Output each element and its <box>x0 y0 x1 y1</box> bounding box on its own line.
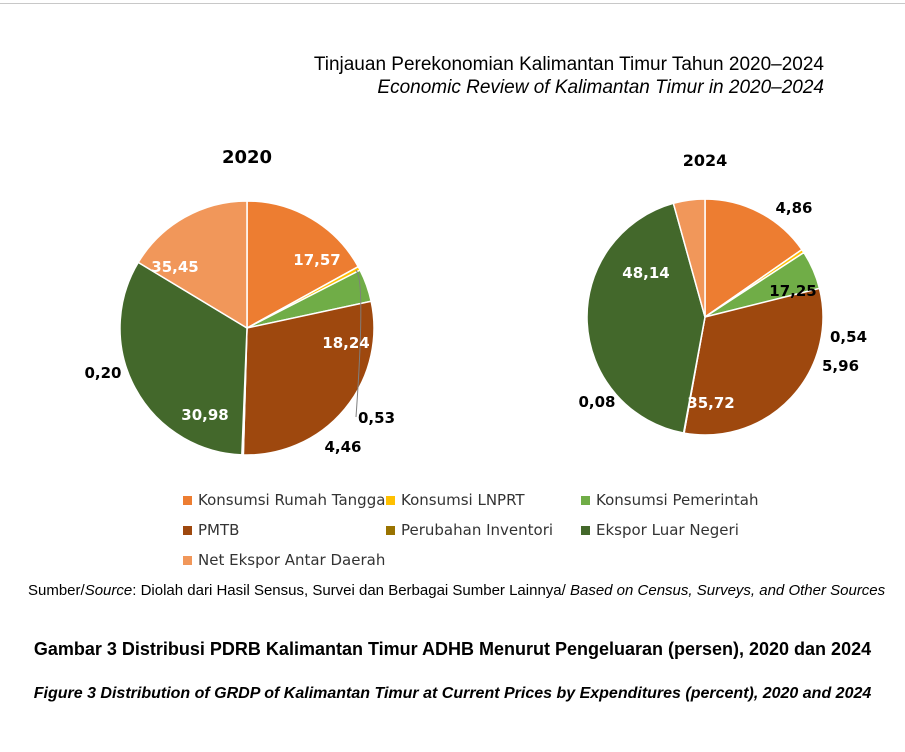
legend: Konsumsi Rumah Tangga Konsumsi LNPRT Kon… <box>183 489 803 579</box>
pie-slice-2020-konsumsi-rumah-tangga <box>246 200 360 330</box>
legend-swatch <box>581 495 590 505</box>
figure-caption-id: Gambar 3 Distribusi PDRB Kalimantan Timu… <box>33 639 872 659</box>
pie-2020: 18,24 0,53 4,46 30,98 0,20 35,45 17,57 <box>84 200 395 456</box>
legend-item-konsumsi-lnprt: Konsumsi LNPRT <box>386 491 525 509</box>
legend-label: Konsumsi Pemerintah <box>596 491 759 509</box>
data-label-2020-perubahan-inventori: 0,20 <box>84 364 121 382</box>
legend-label: PMTB <box>198 521 240 539</box>
data-label-2020-konsumsi-pemerintah: 4,46 <box>324 438 361 456</box>
data-label-2020-pmtb: 30,98 <box>181 406 228 424</box>
data-label-2024-konsumsi-rumah-tangga: 17,25 <box>769 282 816 300</box>
legend-swatch <box>183 525 192 535</box>
pie-slice-2024-konsumsi-rumah-tangga <box>704 198 803 319</box>
pie-2024: 17,25 0,54 5,96 35,72 0,08 48,14 4,86 <box>578 198 867 436</box>
leader-line-2020-konsumsi-lnprt <box>355 269 362 418</box>
pie-slice-2024-ekspor-luar-negeri <box>586 202 706 434</box>
pie-charts: 2020 2024 18,24 0,53 4,46 30,98 0,20 35,45 17,… <box>84 147 867 456</box>
chart-2020-title: 2020 <box>222 147 272 168</box>
data-label-2020-konsumsi-lnprt: 0,53 <box>358 409 395 427</box>
legend-item-net-ekspor-antar-daerah: Net Ekspor Antar Daerah <box>183 551 385 569</box>
legend-item-pmtb: PMTB <box>183 521 239 539</box>
legend-item-perubahan-inventori: Perubahan Inventori <box>386 521 553 539</box>
source-note: Sumber/Source: Diolah dari Hasil Sensus,… <box>28 582 888 600</box>
legend-label: Konsumsi LNPRT <box>401 491 525 509</box>
legend-label: Net Ekspor Antar Daerah <box>198 551 386 569</box>
legend-item-konsumsi-pemerintah: Konsumsi Pemerintah <box>581 491 758 509</box>
data-label-2024-konsumsi-pemerintah: 5,96 <box>822 357 859 375</box>
top-rule <box>0 3 905 4</box>
legend-item-ekspor-luar-negeri: Ekspor Luar Negeri <box>581 521 739 539</box>
legend-swatch <box>581 525 590 535</box>
legend-label: Konsumsi Rumah Tangga <box>198 491 386 509</box>
legend-swatch <box>386 525 395 535</box>
source-english: Based on Census, Surveys, and Other Sour… <box>569 582 886 599</box>
pie-slice-2020-net-ekspor-antar-daerah <box>137 200 248 330</box>
pie-slice-2020-ekspor-luar-negeri <box>119 261 248 456</box>
source-prefix: Sumber/ <box>28 582 85 599</box>
data-label-2020-ekspor-luar-negeri: 35,45 <box>151 258 198 276</box>
data-label-2024-ekspor-luar-negeri: 48,14 <box>622 264 669 282</box>
data-label-2024-perubahan-inventori: 0,08 <box>578 393 615 411</box>
legend-label: Ekspor Luar Negeri <box>596 521 739 539</box>
header-title: Tinjauan Perekonomian Kalimantan Timur T… <box>313 54 824 75</box>
source-text: : Diolah dari Hasil Sensus, Survei dan B… <box>132 582 570 599</box>
pie-slice-2020-pmtb <box>242 300 375 456</box>
data-label-2020-konsumsi-rumah-tangga: 18,24 <box>322 334 369 352</box>
legend-item-konsumsi-rumah-tangga: Konsumsi Rumah Tangga <box>183 491 385 509</box>
data-label-2024-pmtb: 35,72 <box>687 394 734 412</box>
pie-slice-2024-net-ekspor-antar-daerah <box>672 198 706 318</box>
source-word: Source <box>84 582 133 599</box>
data-label-2024-net-ekspor-antar-daerah: 4,86 <box>775 199 812 217</box>
data-label-2024-konsumsi-lnprt: 0,54 <box>830 328 867 346</box>
legend-swatch <box>183 555 192 565</box>
legend-swatch <box>386 495 395 505</box>
header-subtitle: Economic Review of Kalimantan Timur in 2… <box>377 77 824 98</box>
legend-label: Perubahan Inventori <box>401 521 554 539</box>
figure-caption-en: Figure 3 Distribution of GRDP of Kaliman… <box>33 685 872 702</box>
pie-slice-2024-pmtb <box>683 287 824 436</box>
legend-swatch <box>183 495 192 505</box>
chart-2024-title: 2024 <box>683 151 728 170</box>
data-label-2020-net-ekspor-antar-daerah: 17,57 <box>293 251 340 269</box>
